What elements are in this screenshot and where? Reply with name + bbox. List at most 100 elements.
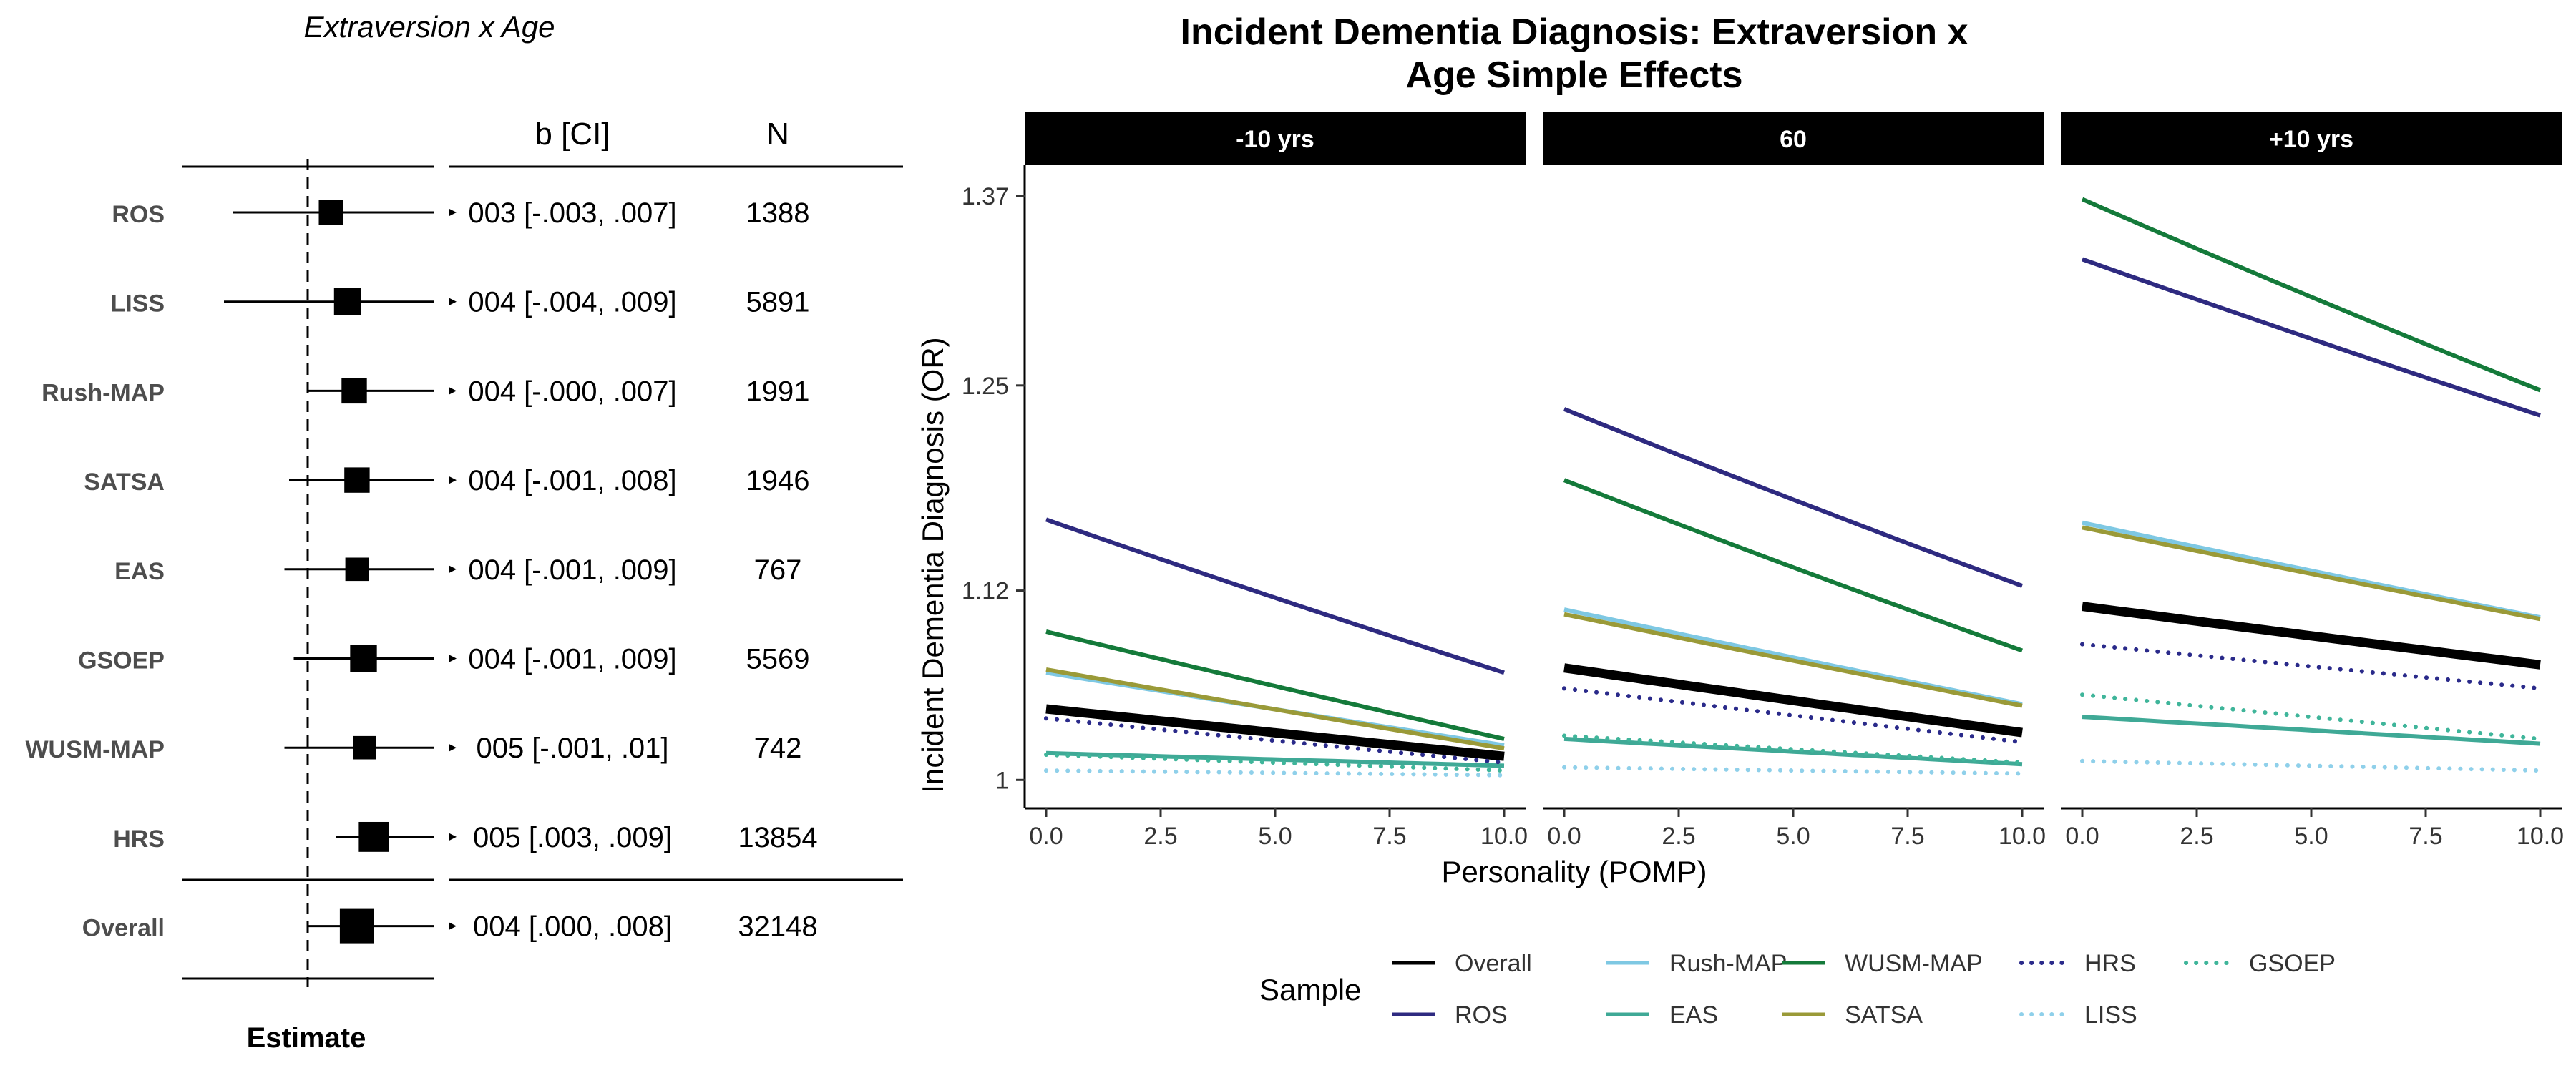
x-tick-label: 7.5 <box>2409 823 2442 850</box>
x-tick-label: 2.5 <box>1662 823 1695 850</box>
forest-row: HRS 005 [.003, .009] 13854 <box>113 822 817 853</box>
legend-item: HRS <box>2019 950 2136 977</box>
y-tick-label: 1 <box>995 767 1009 794</box>
y-tick-label: 1.37 <box>962 183 1009 210</box>
chart-title-line-1: Incident Dementia Diagnosis: Extraversio… <box>1181 11 1968 53</box>
series-line-satsa <box>1045 667 1505 751</box>
series-line-hrs <box>2080 642 2542 691</box>
forest-study-label: EAS <box>114 558 165 585</box>
legend-items: Overall ROS Rush-MAP EAS WUSM-MAP SATSA HRS LIS… <box>1392 950 2336 1029</box>
chart-panel: 60 0.0 2.5 5.0 7.5 10.0 <box>1543 112 2046 850</box>
legend-item: WUSM-MAP <box>1782 950 1983 977</box>
series-line-overall <box>1045 704 1505 761</box>
legend-label: EAS <box>1669 1001 1718 1029</box>
chart-x-axis-label: Personality (POMP) <box>1441 855 1707 888</box>
chart-panel: +10 yrs 0.0 2.5 5.0 7.5 10.0 <box>2061 112 2564 850</box>
series-line-wusm-map <box>1563 478 2024 653</box>
forest-n-text: 5891 <box>746 287 810 318</box>
series-line-eas <box>1045 750 1505 768</box>
legend-item: GSOEP <box>2184 950 2336 977</box>
series-line-eas <box>2082 715 2541 746</box>
series-line-satsa <box>1563 612 2023 708</box>
forest-title: Extraversion x Age <box>304 10 555 44</box>
forest-point-estimate <box>344 467 370 493</box>
forest-n-text: 32148 <box>738 911 817 943</box>
forest-estimate-text: 004 [-.000, .007] <box>468 376 676 407</box>
forest-row: WUSM-MAP 005 [-.001, .01] 742 <box>25 733 801 764</box>
forest-point-estimate <box>339 908 374 944</box>
forest-column-header-n: N <box>766 117 789 152</box>
series-line-overall <box>1563 663 2023 738</box>
legend-item: Rush-MAP <box>1606 950 1787 977</box>
forest-study-label: LISS <box>110 290 165 318</box>
forest-point-estimate <box>333 288 361 315</box>
series-line-wusm-map <box>1045 629 1505 741</box>
forest-study-label: Overall <box>82 915 165 942</box>
x-tick-label: 0.0 <box>2065 823 2099 850</box>
forest-column-gutter <box>434 172 449 966</box>
forest-estimate-text: 004 [-.001, .009] <box>468 554 676 586</box>
x-tick-label: 7.5 <box>1890 823 1924 850</box>
legend-item: ROS <box>1392 1001 1508 1029</box>
forest-point-estimate <box>318 200 343 225</box>
forest-x-axis-label: Estimate <box>247 1022 366 1054</box>
forest-row: LISS 004 [-.004, .009] 5891 <box>110 287 809 318</box>
x-tick-label: 5.0 <box>1776 823 1810 850</box>
forest-estimate-text: 005 [-.001, .01] <box>476 733 668 764</box>
chart-title-line-2: Age Simple Effects <box>1405 54 1742 96</box>
legend-label: HRS <box>2084 950 2136 977</box>
series-line-liss <box>1562 765 2024 776</box>
legend-label: Rush-MAP <box>1669 950 1787 977</box>
forest-point-estimate <box>353 735 376 760</box>
forest-row: Rush-MAP 004 [-.000, .007] 1991 <box>42 376 809 407</box>
x-tick-label: 7.5 <box>1372 823 1406 850</box>
facet-strip <box>1025 112 1526 165</box>
legend-title: Sample <box>1259 973 1361 1006</box>
x-tick-label: 10.0 <box>1999 823 2046 850</box>
forest-estimate-text: 003 [-.003, .007] <box>468 197 676 229</box>
forest-rows: ROS 003 [-.003, .007] 1388 LISS 004 [-.004, … <box>25 159 903 987</box>
x-tick-label: 5.0 <box>2294 823 2328 850</box>
series-line-rush-map <box>2082 520 2541 620</box>
y-tick-label: 1.25 <box>962 373 1009 400</box>
legend-item: Overall <box>1392 950 1532 977</box>
legend-label: GSOEP <box>2249 950 2336 977</box>
forest-n-text: 1946 <box>746 465 810 496</box>
series-line-satsa <box>2082 525 2541 622</box>
chart-legend: Sample Overall ROS Rush-MAP EAS WUSM-MAP SATS… <box>1259 950 2336 1029</box>
legend-item: SATSA <box>1782 1001 1923 1029</box>
series-line-liss <box>2080 758 2542 773</box>
forest-estimate-text: 004 [.000, .008] <box>473 911 672 943</box>
facet-line-chart: Incident Dementia Diagnosis: Extraversio… <box>916 11 2564 1029</box>
forest-point-estimate <box>350 645 377 672</box>
facet-strip-label: 60 <box>1780 126 1807 153</box>
legend-label: SATSA <box>1845 1001 1923 1029</box>
legend-label: WUSM-MAP <box>1845 950 1983 977</box>
facet-strip <box>2061 112 2562 165</box>
legend-label: ROS <box>1455 1001 1508 1029</box>
legend-label: Overall <box>1455 950 1532 977</box>
x-tick-label: 0.0 <box>1547 823 1581 850</box>
legend-label: LISS <box>2084 1001 2137 1029</box>
forest-row: GSOEP 004 [-.001, .009] 5569 <box>78 644 809 675</box>
series-line-eas <box>1563 736 2023 767</box>
chart-y-axis-label: Incident Dementia Diagnosis (OR) <box>916 337 950 793</box>
forest-point-estimate <box>341 378 367 404</box>
forest-study-label: Rush-MAP <box>42 379 165 406</box>
forest-estimate-text: 004 [-.004, .009] <box>468 287 676 318</box>
series-line-liss <box>1044 768 1506 778</box>
series-line-ros <box>1045 517 1505 675</box>
facet-strip-label: -10 yrs <box>1236 126 1314 153</box>
forest-study-label: HRS <box>113 825 165 853</box>
forest-n-text: 13854 <box>738 822 817 853</box>
forest-n-text: 742 <box>754 733 802 764</box>
forest-estimate-text: 005 [.003, .009] <box>473 822 672 853</box>
x-tick-label: 0.0 <box>1029 823 1063 850</box>
series-line-hrs <box>1044 716 1506 765</box>
forest-column-header-estimate: b [CI] <box>535 117 610 152</box>
facet-strip <box>1543 112 2044 165</box>
forest-plot: Extraversion x Age b [CI] N Estimate ROS… <box>25 10 903 1054</box>
forest-estimate-text: 004 [-.001, .009] <box>468 644 676 675</box>
